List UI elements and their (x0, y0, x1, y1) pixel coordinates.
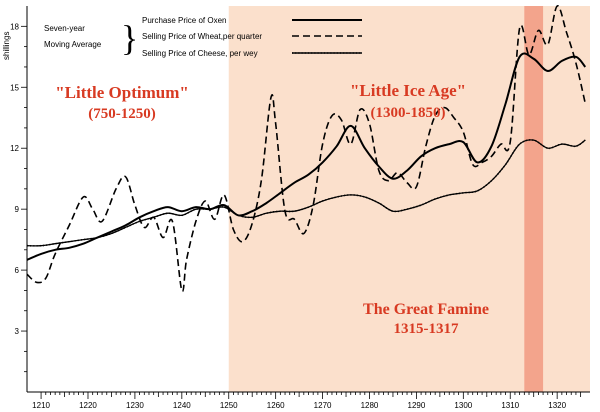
great-famine-title: The Great Famine (363, 301, 489, 318)
y-tick-label: 6 (15, 266, 20, 275)
period-annotations: "Little Optimum" (750-1250) "Little Ice … (55, 81, 489, 337)
ticks: 1210 1220 1230 1240 1250 1260 1270 1280 1290 1300… (10, 22, 582, 410)
x-tick-label: 1260 (267, 401, 285, 410)
legend-brace: } (121, 18, 138, 58)
legend: Seven-year Moving Average } Purchase Pri… (44, 16, 362, 58)
x-tick-label: 1250 (220, 401, 238, 410)
x-tick-label: 1290 (408, 401, 426, 410)
series (26, 5, 587, 293)
little-ice-age-title: "Little Ice Age" (350, 81, 466, 100)
little-ice-age-years: (1300-1850) (371, 105, 446, 121)
legend-title-line1: Seven-year (44, 24, 85, 33)
y-tick-label: 15 (10, 83, 19, 92)
y-axis-label: shillings (2, 32, 11, 60)
shaded-regions (228, 6, 590, 392)
x-tick-label: 1300 (454, 401, 472, 410)
little-optimum-title: "Little Optimum" (55, 83, 189, 102)
y-tick-label: 18 (10, 22, 19, 31)
series-dots-selling-price-of-cheese-per-wey (26, 139, 586, 247)
x-tick-label: 1230 (126, 401, 144, 410)
x-tick-label: 1240 (173, 401, 191, 410)
legend-title-line2: Moving Average (44, 40, 102, 49)
series-line-purchase-price-of-oxen (26, 52, 587, 261)
legend-label-cheese: Selling Price of Cheese, per wey (142, 49, 258, 58)
x-tick-label: 1280 (361, 401, 379, 410)
x-tick-label: 1320 (548, 401, 566, 410)
x-tick-label: 1310 (501, 401, 519, 410)
y-tick-label: 3 (15, 327, 20, 336)
legend-label-oxen: Purchase Price of Oxen (142, 16, 226, 25)
great-famine-years: 1315-1317 (394, 321, 459, 337)
y-tick-label: 12 (10, 144, 19, 153)
x-tick-label: 1270 (314, 401, 332, 410)
y-tick-label: 9 (15, 205, 20, 214)
great-famine-region (524, 6, 544, 392)
series-line-selling-price-of-wheat-per-quarter (26, 5, 587, 293)
legend-label-wheat: Selling Price of Wheat,per quarter (142, 32, 262, 41)
x-tick-label: 1210 (32, 401, 50, 410)
x-tick-label: 1220 (79, 401, 97, 410)
little-optimum-years: (750-1250) (88, 106, 156, 122)
